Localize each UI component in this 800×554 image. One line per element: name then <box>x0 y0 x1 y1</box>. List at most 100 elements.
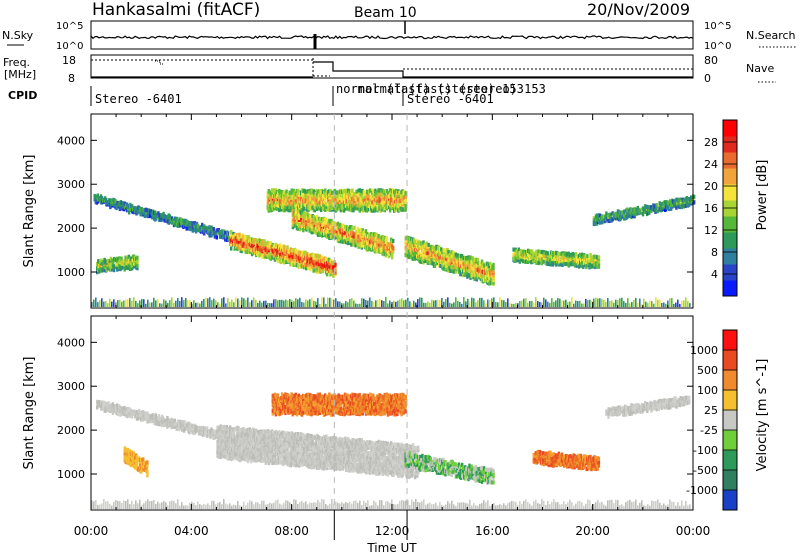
clutter-cell <box>631 301 633 307</box>
clutter-cell <box>607 298 609 307</box>
clutter-cell <box>497 302 499 307</box>
echo-cell <box>352 231 355 236</box>
clutter-cell <box>265 300 267 307</box>
echo-cell <box>382 248 385 253</box>
echo-cell <box>307 205 310 210</box>
echo-cell <box>528 253 531 258</box>
clutter-cell <box>243 298 245 307</box>
echo-cell <box>205 225 208 230</box>
nsky-tick-low: 10^0 <box>56 41 83 52</box>
clutter-cell <box>449 302 451 307</box>
clutter-cell <box>637 302 639 307</box>
echo-cell <box>261 254 264 259</box>
echo-cell <box>589 253 592 258</box>
echo-cell <box>334 262 337 267</box>
echo-cell <box>267 208 270 213</box>
echo-cell <box>301 201 304 206</box>
echo-cell <box>534 257 537 263</box>
clutter-cell <box>229 301 231 307</box>
echo-cell <box>312 215 315 220</box>
echo-cell <box>238 232 241 237</box>
echo-cell <box>392 200 395 205</box>
echo-cell <box>364 229 368 234</box>
echo-cell <box>426 247 429 252</box>
echo-cell <box>415 251 418 256</box>
freq-label-1: Freq. <box>3 56 30 69</box>
echo-cell <box>308 228 311 233</box>
echo-cell <box>334 204 337 209</box>
echo-cell <box>301 211 304 216</box>
echo-cell <box>693 200 696 205</box>
echo-cell <box>346 238 349 243</box>
clutter-cell <box>175 300 177 307</box>
echo-cell <box>682 204 685 209</box>
clutter-cell <box>457 301 459 307</box>
echo-cell <box>230 230 233 235</box>
echo-cell <box>158 213 161 218</box>
echo-cell <box>391 255 394 260</box>
clutter-cell <box>331 298 333 307</box>
clutter-cell <box>657 299 659 307</box>
echo-cell <box>389 241 393 246</box>
clutter-cell <box>623 301 625 307</box>
echo-cell <box>489 272 492 277</box>
echo-cell <box>594 217 598 222</box>
echo-cell <box>303 205 306 210</box>
clutter-cell <box>469 301 471 307</box>
echo-cell <box>256 241 259 246</box>
echo-cell <box>280 207 283 212</box>
echo-cell <box>115 205 118 211</box>
clutter-cell <box>575 300 577 307</box>
clutter-cell <box>375 300 377 307</box>
echo-cell <box>105 197 108 202</box>
clutter-cell <box>133 297 135 307</box>
echo-cell <box>455 259 459 264</box>
freq-label-2: [MHz] <box>4 68 36 81</box>
echo-cell <box>485 266 488 271</box>
clutter-cell <box>499 297 501 307</box>
clutter-cell <box>661 303 663 307</box>
echo-cell <box>174 422 177 427</box>
freq-panel: Freq. [MHz] 18 8 80 0 Nave <box>3 54 776 85</box>
nave-label: Nave <box>746 62 774 75</box>
clutter-cell <box>667 300 669 307</box>
clutter-cell <box>671 298 673 307</box>
clutter-cell <box>597 298 599 307</box>
clutter-cell <box>155 300 157 307</box>
echo-cell <box>306 225 309 231</box>
clutter-cell <box>519 301 521 307</box>
clutter-cell <box>359 303 361 307</box>
echo-cell <box>118 256 121 261</box>
echo-cell <box>128 210 131 215</box>
echo-cell <box>129 256 133 261</box>
clutter-cell <box>675 302 677 307</box>
echo-cell <box>431 244 435 250</box>
clutter-cell <box>565 299 567 307</box>
echo-cell <box>488 266 491 271</box>
echo-cell <box>433 263 437 268</box>
clutter-cell <box>163 299 165 307</box>
echo-cell <box>285 189 288 194</box>
echo-cell <box>129 206 132 211</box>
echo-cell <box>122 265 125 270</box>
nsky-panel: N.Sky 10^5 10^0 10^5 10^0 N.Search <box>2 20 797 52</box>
clutter-cell <box>397 300 399 307</box>
clutter-cell <box>689 303 691 307</box>
clutter-cell <box>355 303 357 307</box>
clutter-cell <box>581 303 583 307</box>
clutter-cell <box>473 298 475 307</box>
echo-cell <box>309 214 312 219</box>
echo-cell <box>276 259 280 264</box>
clutter-cell <box>165 300 167 307</box>
clutter-cell <box>641 303 643 307</box>
clutter-cell <box>97 302 99 307</box>
clutter-cell <box>395 301 397 307</box>
clutter-cell <box>431 299 433 307</box>
clutter-cell <box>479 297 481 307</box>
echo-cell <box>272 200 276 206</box>
clutter-cell <box>629 303 631 307</box>
echo-cell <box>309 197 312 202</box>
echo-cell <box>319 261 323 266</box>
echo-cell <box>546 251 550 256</box>
